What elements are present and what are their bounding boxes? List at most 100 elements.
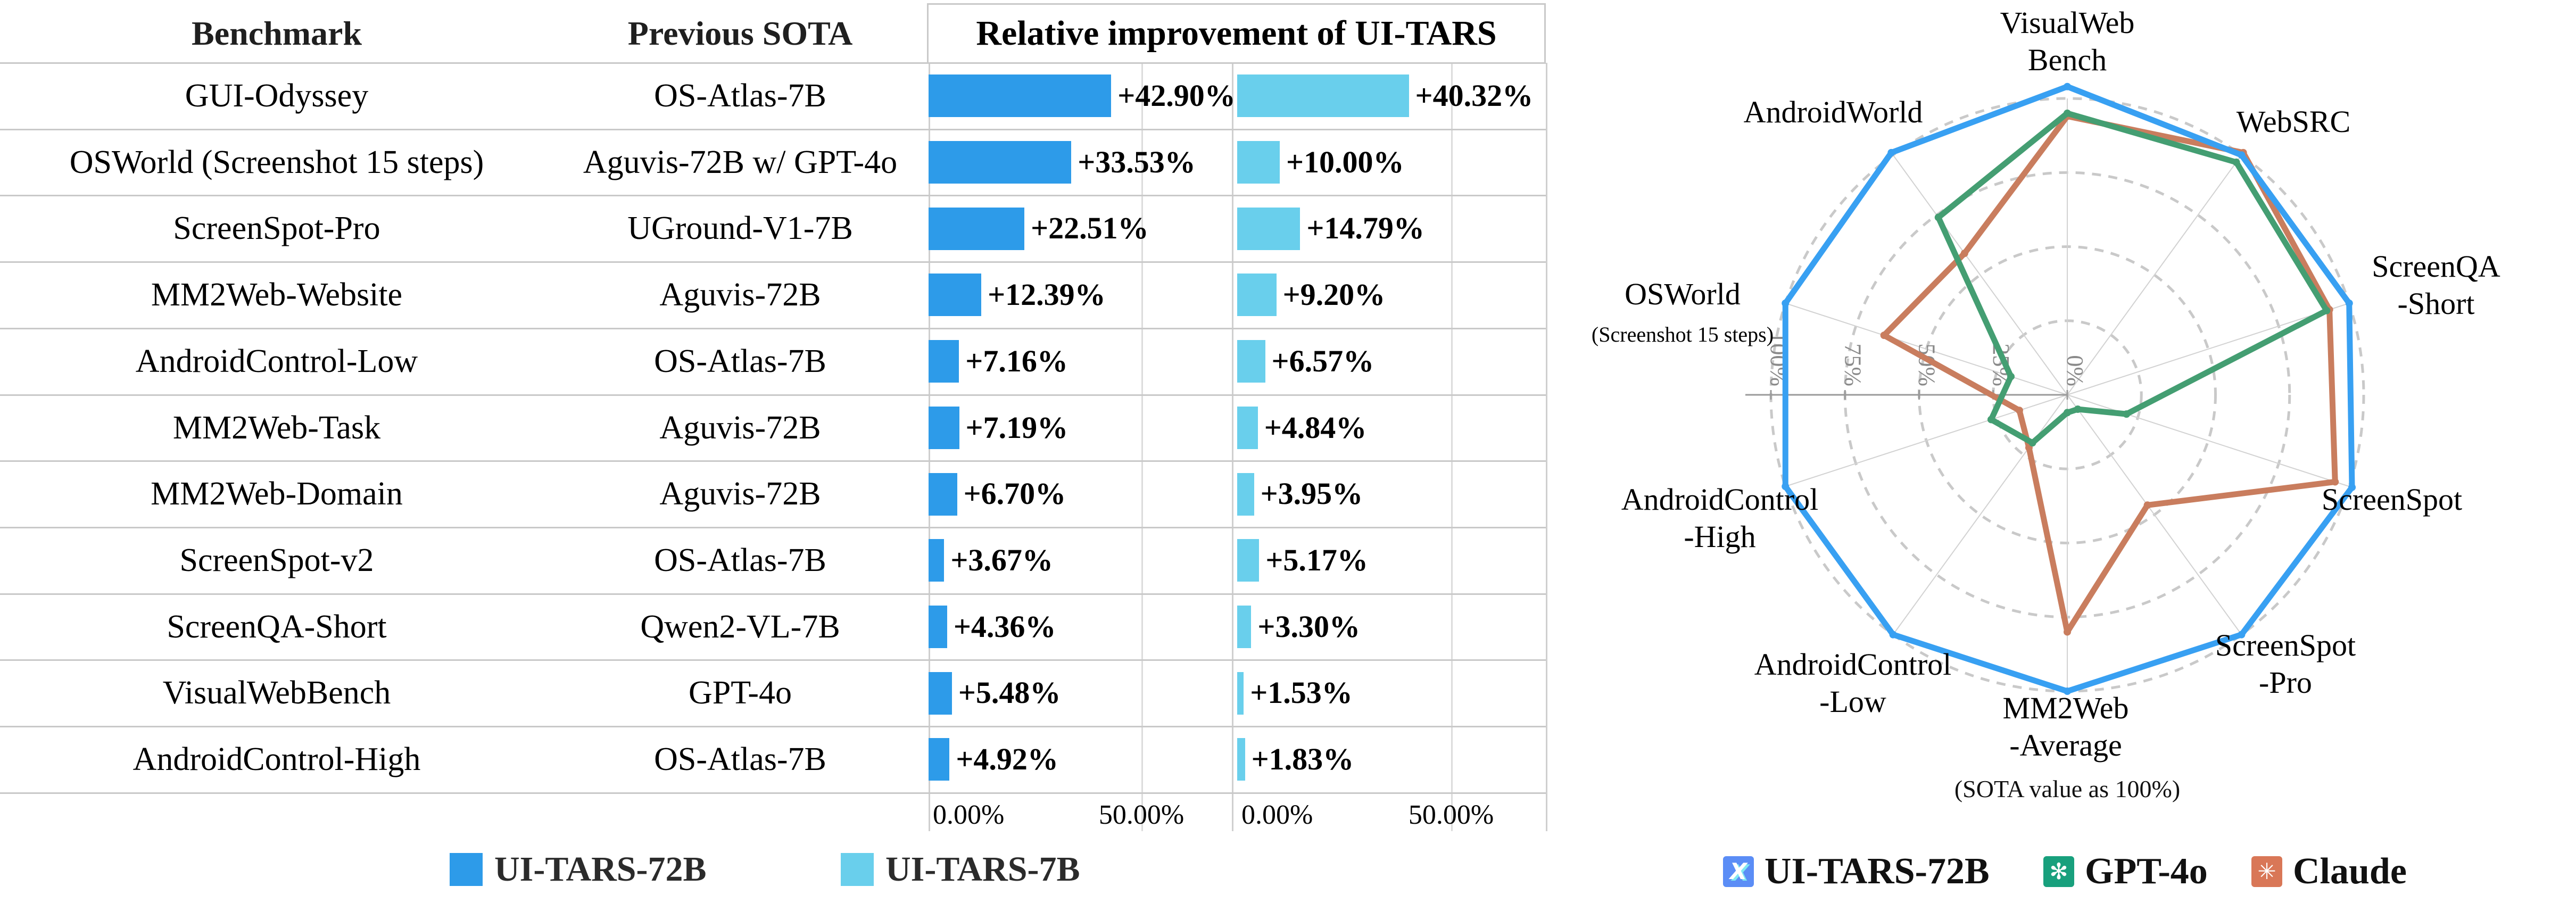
gridline-col1-50 (1141, 63, 1143, 831)
radar-category-label: AndroidControl (1754, 647, 1952, 682)
table-row: GUI-Odyssey OS-Atlas-7B +42.90% +40.32% (0, 63, 1570, 129)
uitars-72b-bar-value: +33.53% (1078, 144, 1196, 179)
uitars-72b-bar (929, 605, 947, 648)
radar-vertex (2064, 409, 2071, 417)
uitars-72b-bar (929, 141, 1072, 184)
radar-vertex (2238, 151, 2246, 159)
uitars-logo-icon: X (1723, 856, 1754, 887)
uitars-72b-bar-value: +4.92% (956, 742, 1058, 776)
uitars-72b-bar-value: +42.90% (1117, 78, 1236, 113)
zero-tick-col2: 0.00% (1241, 799, 1313, 830)
benchmark-name: MM2Web-Task (172, 409, 381, 446)
legend-label: UI-TARS-72B (494, 850, 707, 889)
radar-tick-label: 0% (2062, 355, 2088, 386)
row-separator (0, 261, 1546, 263)
openai-logo-glyph: ✻ (2049, 858, 2068, 884)
radar-category-label: -Short (2398, 286, 2475, 321)
radar-legend-label: Claude (2293, 851, 2407, 892)
row-separator (0, 128, 1546, 130)
improvement-column-header: Relative improvement of UI-TARS (976, 14, 1497, 53)
radar-subtitle: (SOTA value as 100%) (1954, 775, 2180, 802)
uitars-7b-bar (1237, 605, 1252, 648)
radar-vertex (2348, 483, 2356, 491)
radar-spoke (1785, 302, 2068, 395)
previous-sota-name: UGround-V1-7B (627, 210, 853, 247)
radar-legend-label: UI-TARS-72B (1765, 851, 1990, 892)
uitars-7b-bar (1237, 672, 1244, 715)
radar-vertex (1889, 631, 1897, 639)
radar-vertex (1887, 148, 1895, 156)
uitars-7b-bar-value: +3.30% (1257, 609, 1360, 644)
table-row: ScreenQA-Short Qwen2-VL-7B +4.36% +3.30% (0, 594, 1570, 660)
table-row: AndroidControl-High OS-Atlas-7B +4.92% +1.8… (0, 726, 1570, 793)
radar-category-label: -Low (1819, 684, 1886, 719)
radar-spoke (2067, 394, 2242, 635)
row-separator (0, 659, 1546, 661)
table-row: MM2Web-Website Aguvis-72B +12.39% +9.20% (0, 262, 1570, 328)
uitars-7b-bar (1237, 473, 1254, 516)
uitars-7b-bar (1237, 539, 1260, 582)
fifty-tick-col1: 50.00% (1098, 799, 1185, 830)
uitars-72b-bar (929, 74, 1112, 118)
radar-legend-item-gpt-4o: ✻ GPT-4o (2043, 850, 2208, 893)
radar-vertex (1934, 213, 1942, 221)
radar-vertex (1960, 250, 1968, 258)
uitars-7b-bar-value: +1.53% (1250, 675, 1353, 710)
improvement-table-panel: Benchmark Previous SOTA Relative improve… (0, 3, 1570, 889)
table-row: MM2Web-Domain Aguvis-72B +6.70% +3.95% (0, 461, 1570, 527)
uitars-72b-bar (929, 406, 959, 449)
radar-vertex (2064, 628, 2071, 636)
radar-vertex (2123, 410, 2131, 418)
benchmark-name: AndroidControl-Low (135, 343, 418, 379)
legend-swatch-icon (450, 853, 483, 886)
radar-category-label: Bench (2028, 43, 2107, 77)
row-separator (0, 460, 1546, 462)
benchmark-column-header: Benchmark (192, 14, 362, 52)
previous-sota-name: Qwen2-VL-7B (640, 608, 840, 645)
uitars-72b-bar-value: +7.19% (965, 410, 1068, 445)
radar-category-label: WebSRC (2237, 104, 2350, 139)
uitars-72b-bar (929, 340, 959, 383)
radar-category-label: ScreenSpot (2215, 628, 2356, 662)
row-separator (0, 62, 1546, 64)
radar-vertex (2028, 439, 2036, 447)
openai-logo-icon: ✻ (2043, 856, 2074, 887)
previous-sota-name: Aguvis-72B (659, 409, 821, 446)
legend-swatch-icon (841, 853, 874, 886)
uitars-72b-bar-value: +5.48% (958, 675, 1061, 710)
uitars-72b-bar (929, 473, 957, 516)
radar-chart: 0%25%50%75%100%VisualWebBenchWebSRCScree… (1592, 5, 2500, 802)
uitars-72b-bar (929, 539, 945, 582)
table-row: MM2Web-Task Aguvis-72B +7.19% +4.84% (0, 395, 1570, 461)
radar-vertex (2143, 501, 2151, 509)
radar-legend-item-ui-tars-72b: X UI-TARS-72B (1723, 850, 1990, 893)
previous-sota-name: GPT-4o (688, 675, 792, 711)
radar-vertex (1880, 332, 1888, 339)
radar-series-gpt-4o (1935, 110, 2330, 446)
row-separator (0, 327, 1546, 329)
radar-vertex (2074, 405, 2082, 413)
legend-label: UI-TARS-7B (885, 850, 1080, 889)
row-separator (0, 526, 1546, 528)
table-row: AndroidControl-Low OS-Atlas-7B +7.16% +6.57… (0, 328, 1570, 395)
uitars-7b-bar-value: +14.79% (1306, 211, 1424, 246)
benchmark-name: AndroidControl-High (132, 741, 421, 777)
gridline-col-divider (1232, 63, 1233, 831)
uitars-7b-bar (1237, 207, 1301, 250)
benchmark-name: ScreenQA-Short (167, 608, 387, 645)
zero-tick-col1: 0.00% (933, 799, 1005, 830)
table-row: VisualWebBench GPT-4o +5.48% +1.53% (0, 660, 1570, 726)
benchmark-name: GUI-Odyssey (185, 78, 369, 114)
row-separator (0, 394, 1546, 396)
radar-category-label: OSWorld (1625, 277, 1741, 311)
radar-spoke (2067, 394, 2350, 487)
uitars-7b-bar (1237, 738, 1245, 781)
uitars-7b-bar-value: +1.83% (1251, 742, 1354, 776)
previous-sota-name: OS-Atlas-7B (654, 741, 826, 777)
radar-tick-label: 75% (1840, 343, 1866, 386)
uitars-7b-bar-value: +40.32% (1415, 78, 1534, 113)
uitars-7b-bar-value: +4.84% (1264, 410, 1367, 445)
uitars-72b-bar-value: +12.39% (988, 277, 1106, 312)
benchmark-name: MM2Web-Website (151, 277, 403, 313)
radar-category-label: -High (1684, 519, 1755, 554)
